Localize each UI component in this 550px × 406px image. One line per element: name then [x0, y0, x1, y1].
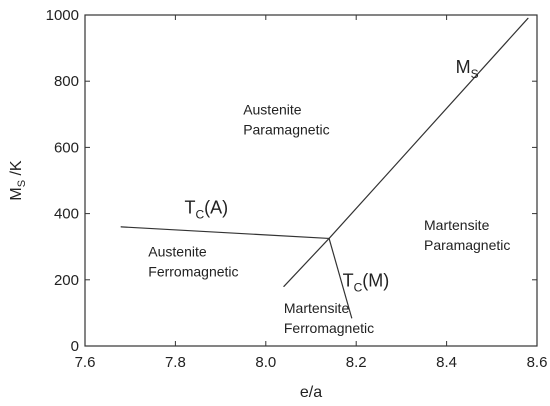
x-tick-label-5: 8.6 [527, 354, 548, 371]
x-tick-label-2: 8.0 [255, 354, 276, 371]
y-tick-label-1: 200 [54, 272, 79, 289]
x-tick-label-4: 8.4 [436, 354, 457, 371]
x-axis-label: e/a [300, 384, 322, 401]
series-0-point-0 [283, 285, 285, 288]
region-label-2: Martensite Paramagnetic [424, 217, 510, 253]
x-tick-label-0: 7.6 [75, 354, 96, 371]
series-label-2: TC(M) [343, 270, 390, 294]
series-line-2 [328, 238, 353, 319]
region-label-3: Martensite Ferromagnetic [284, 300, 374, 336]
y-tick-label-0: 0 [71, 338, 79, 355]
series-label-1: TC(A) [184, 198, 228, 222]
y-tick-label-5: 1000 [46, 7, 79, 24]
series-2-point-0 [328, 237, 330, 240]
y-tick-label-4: 800 [54, 73, 79, 90]
series-2-point-1 [351, 317, 353, 319]
x-tick-label-3: 8.2 [346, 354, 367, 371]
series-1-point-0 [120, 226, 122, 228]
plot-frame [84, 14, 538, 347]
y-tick-label-3: 600 [54, 139, 79, 156]
region-label-0: Austenite Paramagnetic [243, 101, 329, 137]
x-tick-label-1: 7.8 [165, 354, 186, 371]
y-axis-label: MS /K [8, 160, 28, 201]
series-line-1 [121, 226, 330, 240]
region-label-1: Austenite Ferromagnetic [148, 244, 238, 280]
series-0-point-2 [527, 17, 529, 19]
y-tick-label-2: 400 [54, 206, 79, 223]
series-label-0: MS [456, 57, 479, 81]
